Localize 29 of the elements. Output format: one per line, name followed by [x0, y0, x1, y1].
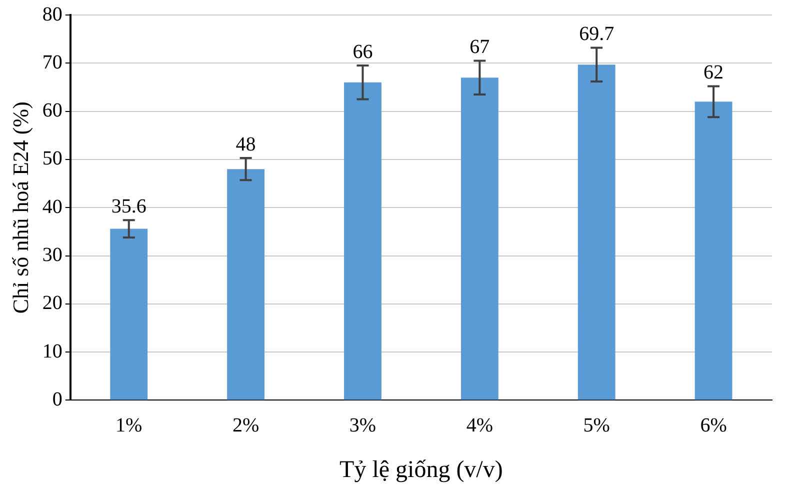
x-tick-label: 1%: [116, 414, 142, 436]
data-label: 48: [236, 133, 256, 156]
x-tick-label: 6%: [700, 414, 727, 436]
y-tick-label: 0: [52, 388, 62, 410]
y-tick-label: 80: [42, 3, 62, 26]
y-tick-label: 50: [42, 148, 62, 170]
x-axis-title: Tỷ lệ giống (v/v): [340, 456, 503, 483]
x-tick-label: 3%: [349, 414, 376, 436]
y-tick-label: 10: [42, 340, 62, 362]
y-tick-label: 30: [42, 244, 62, 266]
bar: [110, 228, 148, 400]
x-tick-label: 4%: [466, 414, 494, 436]
y-tick-label: 70: [42, 51, 62, 74]
y-tick-label: 40: [42, 196, 62, 218]
bar: [694, 102, 732, 400]
y-tick-label: 60: [42, 100, 62, 122]
data-label: 66: [352, 40, 373, 63]
data-label: 67: [470, 36, 490, 58]
bar: [344, 82, 382, 400]
data-label: 62: [704, 62, 724, 84]
bar: [227, 169, 265, 400]
x-tick-label: 5%: [583, 414, 610, 436]
data-label: 35.6: [111, 195, 146, 218]
bar: [460, 78, 498, 400]
data-label: 69.7: [579, 22, 614, 45]
y-tick-label: 20: [42, 292, 62, 314]
bar: [578, 64, 616, 400]
x-tick-label: 2%: [232, 414, 260, 436]
y-axis-title: Chỉ số nhũ hoá E24 (%): [8, 102, 33, 314]
